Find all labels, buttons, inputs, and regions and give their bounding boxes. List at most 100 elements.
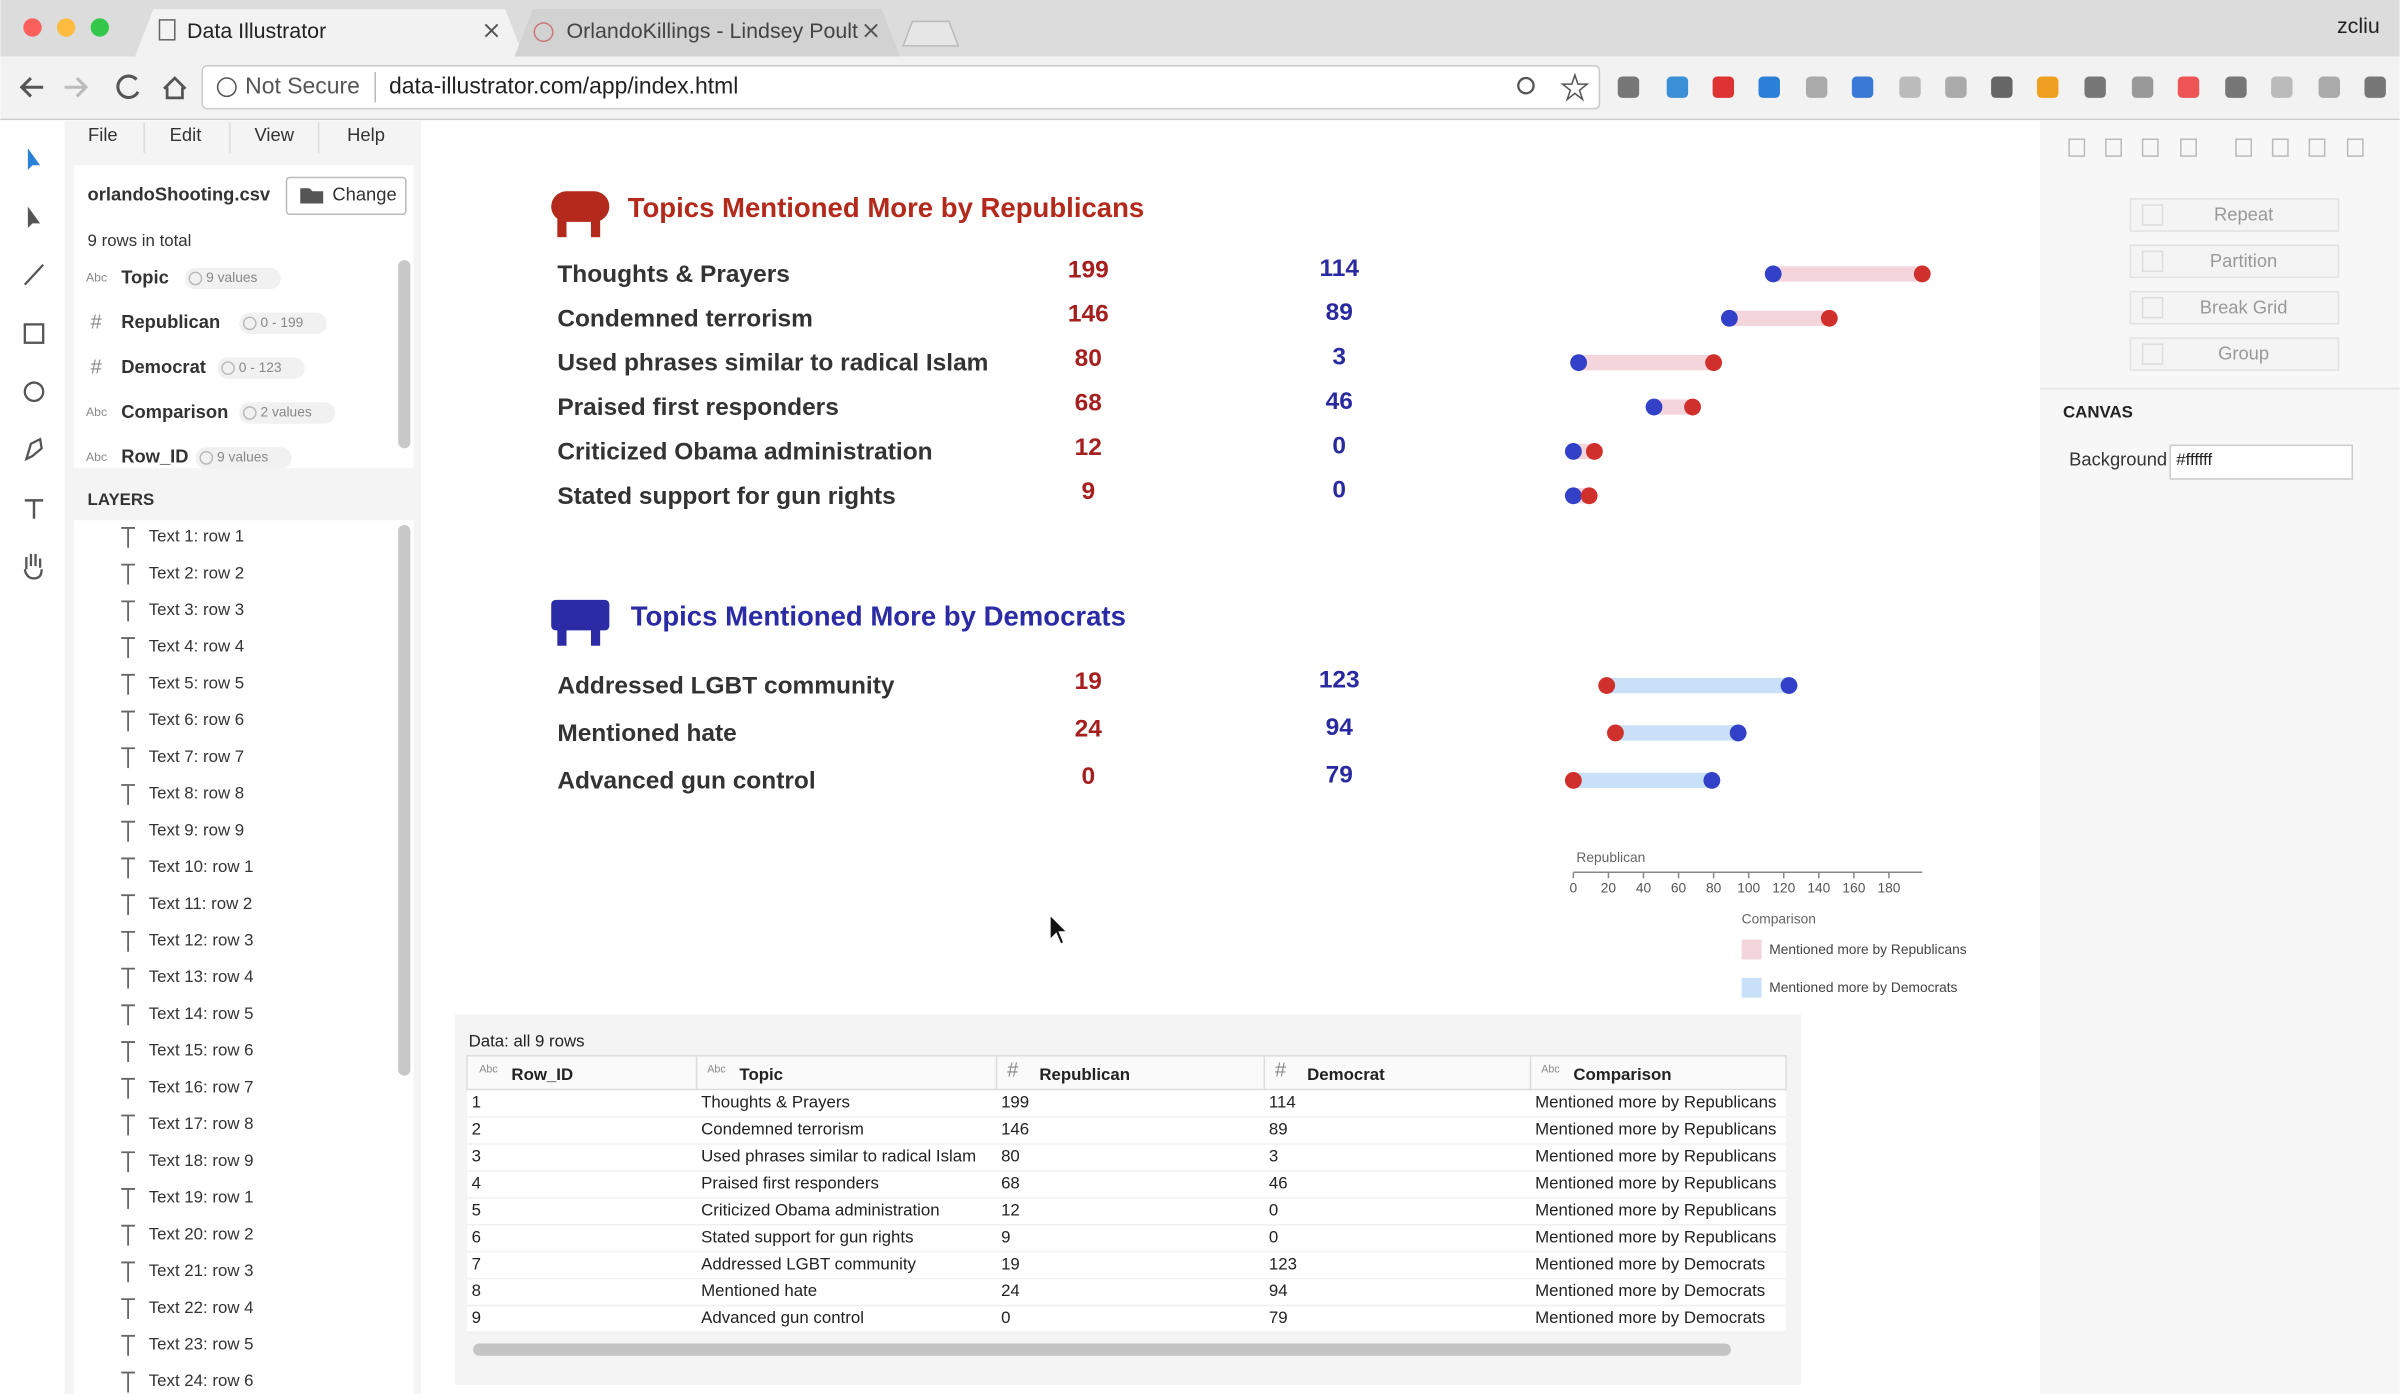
- tab-title[interactable]: Data Illustrator: [187, 19, 326, 43]
- forward-button[interactable]: [64, 76, 89, 98]
- layer-item[interactable]: Text 20: row 2: [149, 1224, 254, 1243]
- layer-item[interactable]: Text 12: row 3: [149, 931, 254, 950]
- layer-item[interactable]: Text 11: row 2: [149, 894, 253, 913]
- star-icon[interactable]: [1560, 72, 1590, 102]
- layer-item[interactable]: Text 18: row 9: [149, 1151, 254, 1170]
- window-button[interactable]: [56, 18, 76, 37]
- align-icon[interactable]: [2141, 138, 2159, 157]
- extension-icon[interactable]: [2318, 76, 2340, 98]
- extension-icon[interactable]: [1899, 76, 1921, 98]
- layer-item[interactable]: Text 3: row 3: [149, 600, 244, 619]
- layer-item[interactable]: Text 24: row 6: [149, 1371, 254, 1390]
- direct-select-tool[interactable]: [27, 206, 41, 228]
- layer-item[interactable]: Text 8: row 8: [149, 784, 244, 803]
- tab[interactable]: [134, 9, 524, 57]
- extension-icon[interactable]: [1945, 76, 1967, 98]
- tab-title[interactable]: OrlandoKillings - Lindsey Poult: [567, 19, 859, 43]
- layer-item[interactable]: Text 19: row 1: [149, 1188, 254, 1207]
- field-name[interactable]: Republican: [121, 311, 220, 332]
- column-header[interactable]: Topic: [739, 1065, 783, 1084]
- layers-scrollbar[interactable]: [398, 524, 411, 1076]
- extension-icon[interactable]: [1805, 76, 1828, 98]
- ellipse-tool[interactable]: [23, 381, 45, 403]
- panel-button-label[interactable]: Group: [2218, 343, 2269, 364]
- layer-item[interactable]: Text 16: row 7: [149, 1077, 254, 1096]
- new-tab[interactable]: [902, 20, 960, 47]
- align-icon[interactable]: [2308, 138, 2326, 157]
- background-value[interactable]: #ffffff: [2176, 450, 2212, 469]
- rect-tool[interactable]: [23, 323, 45, 344]
- extension-icon[interactable]: [2131, 76, 2154, 98]
- panel-button-label[interactable]: Repeat: [2214, 204, 2273, 225]
- window-button[interactable]: [90, 18, 109, 37]
- extension-icon[interactable]: [1991, 76, 2013, 98]
- reload-button[interactable]: [116, 74, 140, 99]
- window-button[interactable]: [23, 18, 42, 37]
- tab-close[interactable]: [864, 23, 878, 38]
- menu-item[interactable]: View: [255, 124, 295, 145]
- tab[interactable]: [514, 9, 901, 57]
- tab-close[interactable]: [484, 23, 499, 38]
- fields-scrollbar[interactable]: [398, 260, 411, 449]
- panel-button[interactable]: [2129, 198, 2340, 232]
- layer-item[interactable]: Text 5: row 5: [149, 673, 244, 692]
- field-name[interactable]: Row_ID: [121, 446, 188, 467]
- column-header[interactable]: Republican: [1039, 1065, 1130, 1084]
- field-name[interactable]: Democrat: [121, 356, 206, 377]
- extension-icon[interactable]: [2225, 76, 2247, 98]
- extension-icon[interactable]: [1851, 76, 1874, 98]
- layer-item[interactable]: Text 2: row 2: [149, 563, 244, 582]
- menu-item[interactable]: Edit: [170, 124, 202, 145]
- extension-icon[interactable]: [2271, 76, 2293, 98]
- panel-button-label[interactable]: Break Grid: [2200, 296, 2288, 317]
- extension-icon[interactable]: [2177, 76, 2200, 98]
- layer-item[interactable]: Text 15: row 6: [149, 1041, 254, 1060]
- layer-item[interactable]: Text 13: row 4: [149, 967, 254, 986]
- layer-item[interactable]: Text 23: row 5: [149, 1334, 254, 1353]
- field-name[interactable]: Comparison: [121, 401, 228, 422]
- address-box[interactable]: [201, 65, 1601, 110]
- align-icon[interactable]: [2346, 138, 2364, 157]
- change-label[interactable]: Change: [332, 184, 396, 205]
- extension-icon[interactable]: [2084, 76, 2106, 98]
- text-tool[interactable]: [24, 499, 44, 519]
- panel-button-label[interactable]: Partition: [2210, 250, 2277, 271]
- align-icon[interactable]: [2235, 138, 2253, 157]
- layer-item[interactable]: Text 21: row 3: [149, 1261, 254, 1280]
- extension-icon[interactable]: [1712, 76, 1735, 98]
- align-icon[interactable]: [2271, 138, 2289, 157]
- column-header[interactable]: Row_ID: [511, 1065, 573, 1084]
- home-button[interactable]: [163, 76, 187, 100]
- panel-button[interactable]: [2129, 244, 2340, 279]
- menu-item[interactable]: Help: [347, 124, 385, 145]
- zoom-icon[interactable]: [1517, 76, 1535, 95]
- layer-item[interactable]: Text 1: row 1: [149, 527, 244, 546]
- panel-button[interactable]: [2129, 337, 2340, 371]
- align-icon[interactable]: [2180, 138, 2197, 157]
- layer-item[interactable]: Text 10: row 1: [149, 857, 254, 876]
- extension-icon[interactable]: [2037, 76, 2059, 98]
- table-scrollbar[interactable]: [473, 1343, 1731, 1356]
- field-name[interactable]: Topic: [121, 266, 169, 287]
- layer-item[interactable]: Text 17: row 8: [149, 1114, 254, 1133]
- change-button[interactable]: [285, 176, 407, 215]
- back-button[interactable]: [19, 76, 44, 98]
- align-icon[interactable]: [2105, 138, 2122, 157]
- extension-icon[interactable]: [1666, 76, 1689, 98]
- url[interactable]: data-illustrator.com/app/index.html: [389, 72, 738, 98]
- extension-icon[interactable]: [1617, 76, 1640, 98]
- layer-item[interactable]: Text 4: row 4: [149, 637, 244, 656]
- extension-icon[interactable]: [2364, 76, 2386, 98]
- column-header[interactable]: Democrat: [1307, 1065, 1385, 1084]
- layer-item[interactable]: Text 6: row 6: [149, 710, 244, 729]
- pen-tool[interactable]: [24, 437, 43, 462]
- align-icon[interactable]: [2068, 138, 2086, 157]
- layer-item[interactable]: Text 14: row 5: [149, 1004, 254, 1023]
- panel-button[interactable]: [2129, 290, 2340, 325]
- layer-item[interactable]: Text 7: row 7: [149, 747, 244, 766]
- layer-item[interactable]: Text 9: row 9: [149, 820, 244, 839]
- extension-icon[interactable]: [1758, 76, 1780, 98]
- hand-tool[interactable]: [23, 553, 43, 580]
- layer-item[interactable]: Text 22: row 4: [149, 1298, 254, 1317]
- select-tool[interactable]: [27, 148, 41, 170]
